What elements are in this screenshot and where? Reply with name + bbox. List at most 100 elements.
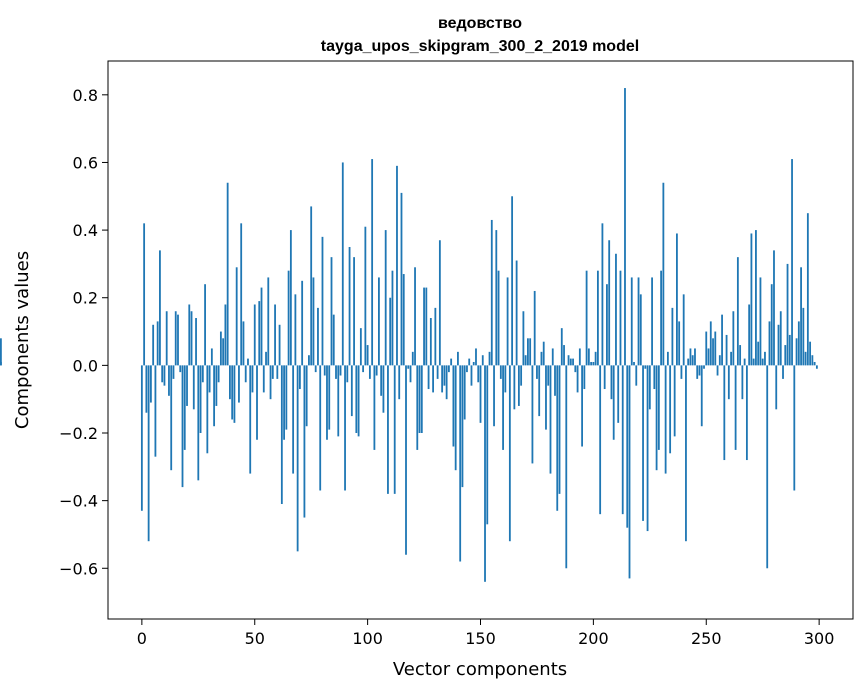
chart-title-line-1: ведовство <box>438 15 522 32</box>
bar-104 <box>375 365 378 376</box>
bar-264 <box>736 257 739 366</box>
chart-title-line-2: tayga_upos_skipgram_300_2_2019 model <box>321 38 639 55</box>
bar-4 <box>149 365 152 403</box>
bar-180 <box>547 365 550 386</box>
bar-190 <box>569 358 572 366</box>
bar-20 <box>186 365 188 406</box>
bar-141 <box>459 365 462 562</box>
x-axis-ticks: 0 50 100 150 200 250 300 <box>137 619 834 648</box>
bar-41 <box>233 365 236 423</box>
bar-49 <box>251 365 254 393</box>
bar-240 <box>682 294 685 366</box>
bar-10 <box>163 365 166 386</box>
bar-3 <box>147 365 150 542</box>
bar-283 <box>779 311 782 366</box>
bar-230 <box>660 270 663 366</box>
bar-126 <box>425 287 428 366</box>
bar-296 <box>809 341 812 366</box>
bar-160 <box>502 365 504 450</box>
bar-96 <box>357 365 360 437</box>
y-tick-label: −0.2 <box>59 424 98 443</box>
bar-11 <box>165 311 168 366</box>
bar-25 <box>197 365 200 481</box>
bar-76 <box>312 277 315 366</box>
bar-202 <box>596 270 599 366</box>
bar-36 <box>222 338 225 366</box>
bar-279 <box>770 284 773 366</box>
bar-77 <box>314 365 317 373</box>
bar-81 <box>323 365 326 376</box>
bar-142 <box>461 365 464 488</box>
bar-150 <box>479 365 482 423</box>
bar-80 <box>321 236 324 366</box>
bar-270 <box>750 233 753 366</box>
bar-233 <box>666 351 669 366</box>
bar-71 <box>301 280 304 366</box>
bar-66 <box>289 230 292 366</box>
bar-23 <box>192 365 195 410</box>
bar-263 <box>734 365 737 450</box>
bar-35 <box>219 331 222 366</box>
bar-1 <box>143 223 146 366</box>
bar-170 <box>524 355 527 366</box>
bar-53 <box>260 287 263 366</box>
bar-172 <box>529 338 532 366</box>
bar-59 <box>274 304 276 366</box>
bar-260 <box>727 365 730 400</box>
bar-194 <box>578 348 581 366</box>
bar-82 <box>326 365 328 440</box>
bar-197 <box>585 270 588 366</box>
bar-244 <box>691 355 694 366</box>
bar-105 <box>378 277 380 366</box>
bar-149 <box>477 365 480 383</box>
bar-186 <box>560 328 563 366</box>
bar-98 <box>362 365 365 373</box>
bar-5 <box>152 324 155 366</box>
bar-147 <box>472 361 475 366</box>
bar-6 <box>154 365 157 457</box>
bar-51 <box>256 365 258 440</box>
bar-266 <box>741 365 744 400</box>
bar-294 <box>804 351 807 366</box>
bar-90 <box>344 365 346 491</box>
bar-91 <box>346 365 349 383</box>
bar-67 <box>292 365 295 474</box>
bar-68 <box>294 294 297 366</box>
bar-191 <box>572 358 574 366</box>
bar-210 <box>615 253 617 366</box>
bar-223 <box>644 365 647 369</box>
bar-207 <box>608 240 611 366</box>
bar-88 <box>339 365 342 376</box>
bar-65 <box>287 270 290 366</box>
bar-236 <box>673 365 676 437</box>
bar-155 <box>490 219 493 366</box>
bar-33 <box>215 365 218 406</box>
bar-255 <box>716 365 719 376</box>
bar-177 <box>540 351 543 366</box>
bar-168 <box>520 365 523 386</box>
bar-193 <box>576 365 579 393</box>
bar-128 <box>429 318 432 366</box>
bar-178 <box>542 341 545 366</box>
bar-169 <box>522 311 525 366</box>
bar-123 <box>418 365 421 433</box>
bar-70 <box>298 365 301 390</box>
bar-113 <box>396 165 398 366</box>
bar-34 <box>217 365 220 383</box>
bar-50 <box>253 304 256 366</box>
bar-299 <box>815 365 818 369</box>
bar-288 <box>791 159 793 366</box>
bar-211 <box>617 365 620 423</box>
bar-161 <box>504 365 507 393</box>
bar-291 <box>797 321 800 366</box>
bar-199 <box>590 361 593 366</box>
bar-46 <box>244 365 247 383</box>
bar-54 <box>262 365 265 393</box>
bar-216 <box>628 365 631 579</box>
bar-30 <box>208 365 211 393</box>
bar-212 <box>619 270 622 366</box>
bar-192 <box>574 365 577 373</box>
bar-179 <box>545 365 547 430</box>
bar-101 <box>368 365 371 379</box>
